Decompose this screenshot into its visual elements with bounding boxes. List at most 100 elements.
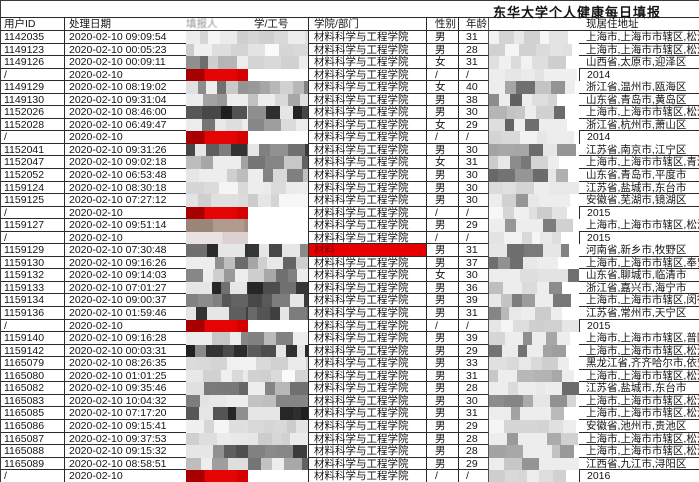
- cell-address: 上海市,上海市市辖区,闵行: [579, 294, 699, 308]
- mosaic-block: [246, 457, 248, 471]
- cell-college: 材料科学与工程学院: [308, 219, 426, 232]
- mosaic-block: [522, 394, 534, 408]
- mosaic-block: [516, 106, 526, 119]
- redaction-mosaic: [248, 156, 308, 170]
- cell-contact-redacted: [489, 131, 579, 144]
- mosaic-block: [216, 432, 232, 446]
- cell-date: 2020-02-10 00:09:11: [65, 56, 186, 69]
- cell-reporter-redacted: [186, 319, 248, 333]
- cell-date: 2020-02-10 07:01:27: [65, 282, 186, 295]
- mosaic-block: [211, 457, 228, 471]
- mosaic-block: [256, 357, 272, 370]
- cell-contact-redacted: [489, 244, 579, 257]
- mosaic-block: [562, 131, 575, 144]
- cell-contact-redacted: [489, 407, 579, 420]
- mosaic-block: [506, 432, 518, 446]
- mosaic-block: [257, 93, 275, 107]
- cell-gender: 男: [426, 407, 458, 420]
- mosaic-block: [299, 93, 308, 107]
- mosaic-block: [212, 294, 223, 308]
- mosaic-block: [562, 419, 576, 433]
- cell-age: 29: [458, 419, 489, 433]
- redaction-mosaic: [489, 407, 579, 420]
- mosaic-block: [515, 219, 535, 232]
- cell-date: 2020-02-10 07:30:48: [65, 244, 186, 257]
- cell-reporter-redacted: [186, 407, 248, 420]
- mosaic-block: [521, 281, 538, 295]
- mosaic-block: [489, 470, 505, 482]
- cell-user-id: 1159132: [1, 269, 65, 282]
- cell-college: 材料科学与工程学院: [308, 118, 426, 132]
- cell-reporter-redacted: [186, 131, 248, 144]
- mosaic-block: [296, 344, 306, 358]
- cell-age: 29: [458, 118, 489, 132]
- cell-age: 28: [458, 432, 489, 446]
- mosaic-block: [186, 407, 200, 420]
- mosaic-block: [280, 81, 293, 94]
- mosaic-block: [228, 419, 243, 433]
- mosaic-block: [202, 118, 216, 132]
- table-row: 1152052 2020-02-10 06:53:48 材料科学与工程学院男 30 山东…: [1, 169, 699, 182]
- cell-college: 材料科学与工程学院: [308, 106, 426, 119]
- mosaic-block: [248, 106, 267, 119]
- mosaic-block: [306, 307, 308, 320]
- mosaic-block: [273, 31, 288, 44]
- mosaic-block: [531, 231, 541, 245]
- mosaic-block: [509, 256, 523, 270]
- mosaic-block: [281, 369, 296, 383]
- mosaic-block: [538, 269, 554, 282]
- mosaic-block: [287, 31, 305, 44]
- cell-reporter-redacted: [186, 169, 248, 182]
- mosaic-block: [292, 43, 308, 57]
- mosaic-block: [557, 143, 577, 157]
- redaction-mosaic: [248, 31, 308, 44]
- redaction-bar: [186, 219, 248, 232]
- mosaic-block: [215, 256, 225, 270]
- cell-contact-redacted: [489, 319, 579, 333]
- mosaic-block: [280, 118, 296, 132]
- table-row: 1152047 2020-02-10 09:02:18 材料科学与工程学院女 31 上海…: [1, 156, 699, 170]
- mosaic-block: [212, 43, 231, 57]
- mosaic-block: [515, 194, 529, 207]
- cell-contact-redacted: [489, 457, 579, 471]
- mosaic-block: [489, 369, 498, 383]
- mosaic-block: [529, 206, 538, 220]
- mosaic-block: [497, 143, 514, 157]
- mosaic-block: [510, 156, 521, 170]
- mosaic-block: [263, 332, 277, 345]
- mosaic-block: [186, 457, 201, 471]
- cell-date: 2020-02-10: [65, 131, 186, 144]
- mosaic-block: [197, 357, 212, 370]
- mosaic-block: [571, 457, 579, 471]
- cell-contact-redacted: [489, 332, 579, 345]
- redaction-mosaic: [248, 118, 308, 132]
- mosaic-block: [248, 294, 263, 308]
- mosaic-block: [520, 156, 532, 170]
- mosaic-block: [186, 445, 204, 458]
- mosaic-block: [557, 357, 570, 370]
- mosaic-block: [287, 93, 300, 107]
- mosaic-block: [248, 81, 260, 94]
- redaction-mosaic: [186, 307, 248, 320]
- mosaic-block: [505, 68, 522, 82]
- cell-college: 材料科学与工程学院: [308, 93, 426, 107]
- mosaic-block: [264, 269, 277, 282]
- mosaic-block: [186, 256, 205, 270]
- mosaic-block: [199, 31, 209, 44]
- mosaic-block: [489, 93, 499, 107]
- cell-date: 2020-02-10 00:05:23: [65, 44, 186, 57]
- cell-date: 2020-02-10 08:26:35: [65, 357, 186, 370]
- mosaic-block: [248, 156, 266, 170]
- mosaic-block: [517, 432, 536, 446]
- redaction-mosaic: [489, 382, 579, 395]
- cell-college: 材料科学与工程学院: [308, 56, 426, 69]
- cell-age: /: [458, 231, 489, 245]
- mosaic-block: [270, 307, 280, 320]
- mosaic-block: [238, 357, 248, 370]
- mosaic-block: [292, 407, 302, 420]
- cell-address: 2015: [579, 231, 699, 245]
- mosaic-block: [550, 81, 565, 94]
- cell-age: 30: [458, 394, 489, 408]
- mosaic-block: [186, 294, 198, 308]
- redaction-mosaic: [489, 432, 579, 446]
